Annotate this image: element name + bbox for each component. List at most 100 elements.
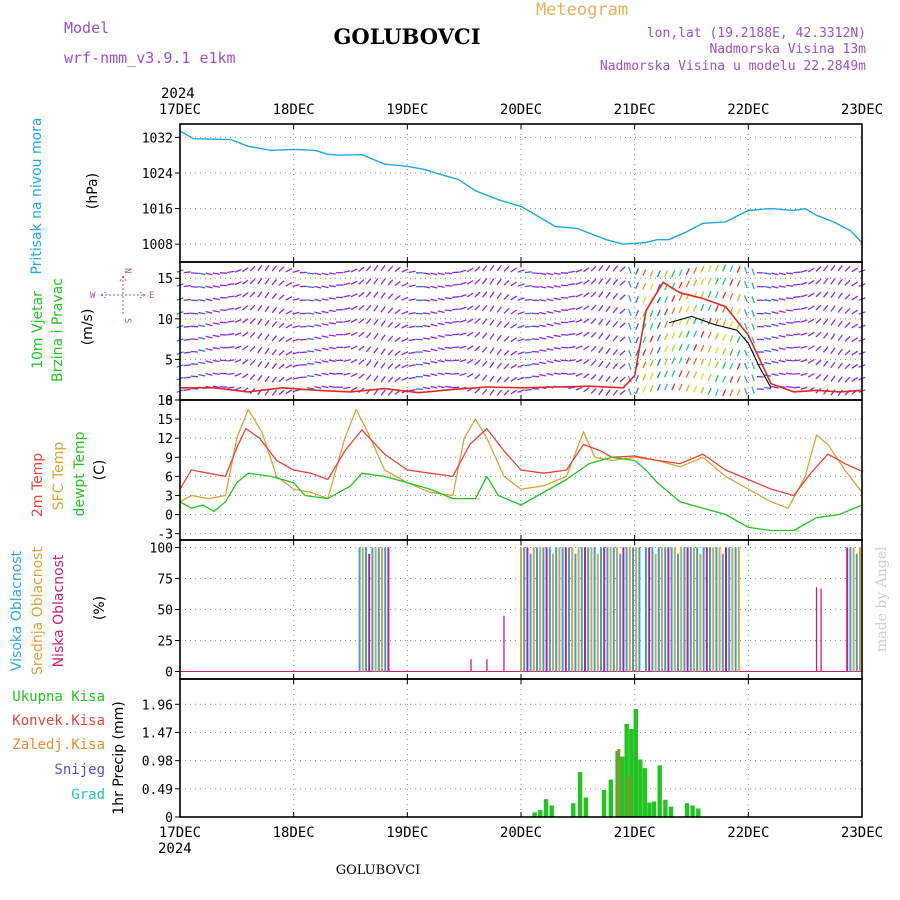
wind-arrow bbox=[496, 278, 502, 286]
wind-arrow bbox=[751, 268, 756, 276]
wind-arrow bbox=[183, 364, 191, 367]
wind-arrow bbox=[307, 312, 315, 315]
wind-arrow bbox=[807, 318, 815, 324]
wind-arrow bbox=[459, 294, 467, 298]
top-date-label: 22DEC bbox=[727, 102, 769, 118]
wind-arrow bbox=[503, 293, 510, 300]
wind-arrow bbox=[285, 323, 293, 329]
wind-arrow bbox=[807, 267, 815, 273]
wind-arrow bbox=[234, 358, 242, 363]
wind-arrow bbox=[619, 322, 626, 329]
wind-arrow bbox=[430, 348, 438, 352]
wind-arrow bbox=[531, 338, 540, 341]
cloud-ylabel-mid: Srednja Oblacnost bbox=[30, 547, 46, 675]
wind-arrow bbox=[800, 386, 808, 391]
wind-arrow bbox=[649, 269, 654, 277]
wind-arrow bbox=[627, 388, 632, 396]
wind-arrow bbox=[751, 336, 756, 344]
wind-arrow bbox=[380, 389, 386, 396]
wind-arrow bbox=[510, 295, 518, 301]
wind-arrow bbox=[722, 375, 727, 383]
wind-arrow bbox=[183, 285, 191, 288]
wind-arrow bbox=[764, 312, 772, 315]
wind-arrow bbox=[837, 334, 843, 342]
wind-arrow bbox=[830, 333, 836, 340]
wind-arrow bbox=[807, 292, 815, 298]
wind-arrow bbox=[851, 363, 859, 369]
wind-arrow bbox=[271, 389, 278, 396]
wind-arrow bbox=[736, 349, 741, 357]
wind-arrow bbox=[257, 318, 263, 326]
wind-arrow bbox=[612, 362, 619, 370]
wind-arrow bbox=[190, 299, 199, 302]
wind-arrow bbox=[736, 388, 741, 396]
wind-arrow bbox=[314, 285, 322, 289]
wind-arrow bbox=[380, 306, 386, 313]
wind-arrow bbox=[510, 281, 518, 287]
wind-arrow bbox=[190, 312, 199, 315]
wind-arrow bbox=[307, 350, 315, 353]
wind-arrow bbox=[627, 266, 632, 274]
wind-arrow bbox=[307, 337, 315, 341]
wind-arrow bbox=[685, 280, 690, 288]
wind-arrow bbox=[350, 386, 358, 392]
wind-arrow bbox=[553, 322, 561, 325]
wind-arrow bbox=[307, 272, 315, 275]
wind-arrow bbox=[729, 349, 734, 356]
wind-arrow bbox=[227, 359, 235, 362]
wind-arrow bbox=[489, 375, 495, 382]
wind-arrow bbox=[423, 374, 431, 377]
wind-arrow bbox=[830, 375, 836, 382]
wind-arrow bbox=[373, 375, 379, 382]
wind-arrow bbox=[807, 305, 815, 311]
wind-arrow bbox=[408, 298, 416, 302]
wind-arrow bbox=[227, 295, 235, 298]
wind-arrow bbox=[693, 371, 698, 379]
wind-arrow bbox=[671, 357, 676, 365]
wind-arrow bbox=[539, 272, 547, 276]
wind-arrow bbox=[664, 370, 669, 378]
precip-bar bbox=[577, 772, 583, 817]
wind-arrow bbox=[598, 291, 604, 298]
y-tick-label: 0 bbox=[165, 666, 173, 681]
wind-arrow bbox=[685, 357, 690, 365]
precip-bar bbox=[657, 765, 662, 818]
precip-bar bbox=[532, 812, 537, 817]
sfc-temp-line bbox=[179, 408, 863, 509]
wind-arrow bbox=[365, 332, 372, 339]
wind-arrow bbox=[227, 270, 235, 274]
wind-arrow bbox=[729, 292, 734, 300]
wind-arrow bbox=[627, 322, 632, 330]
y-tick-label: 12 bbox=[157, 432, 173, 447]
wind-arrow bbox=[837, 292, 843, 299]
wind-arrow bbox=[678, 306, 683, 314]
wind-arrow bbox=[307, 362, 315, 365]
wind-arrow bbox=[430, 360, 438, 364]
wind-arrow bbox=[257, 360, 263, 368]
wind-arrow bbox=[736, 376, 741, 383]
wind-arrow bbox=[496, 334, 502, 342]
wind-arrow bbox=[627, 280, 632, 288]
wind-arrow bbox=[700, 291, 705, 299]
wind-arrow bbox=[553, 347, 561, 350]
wind-arrow bbox=[190, 375, 199, 378]
wind-arrow bbox=[664, 345, 669, 353]
y-tick-label: 25 bbox=[157, 635, 173, 650]
wind-arrow bbox=[358, 291, 365, 298]
top-date-label: 20DEC bbox=[500, 102, 542, 118]
wind-arrow bbox=[729, 265, 734, 273]
wind-arrow bbox=[822, 304, 829, 312]
wind-arrow bbox=[437, 322, 445, 326]
wind-arrow bbox=[183, 271, 191, 274]
wind-arrow bbox=[531, 272, 540, 275]
wind-arrow bbox=[249, 345, 256, 352]
wind-arrow bbox=[583, 267, 590, 273]
wind-arrow bbox=[481, 318, 488, 325]
wind-arrow bbox=[423, 285, 431, 289]
wind-arrow bbox=[751, 309, 756, 317]
y-tick-label: 10 bbox=[157, 313, 173, 328]
wind-arrow bbox=[198, 298, 206, 302]
wind-arrow bbox=[539, 324, 547, 328]
wind-arrow bbox=[401, 296, 409, 301]
wind-arrow bbox=[693, 266, 698, 274]
